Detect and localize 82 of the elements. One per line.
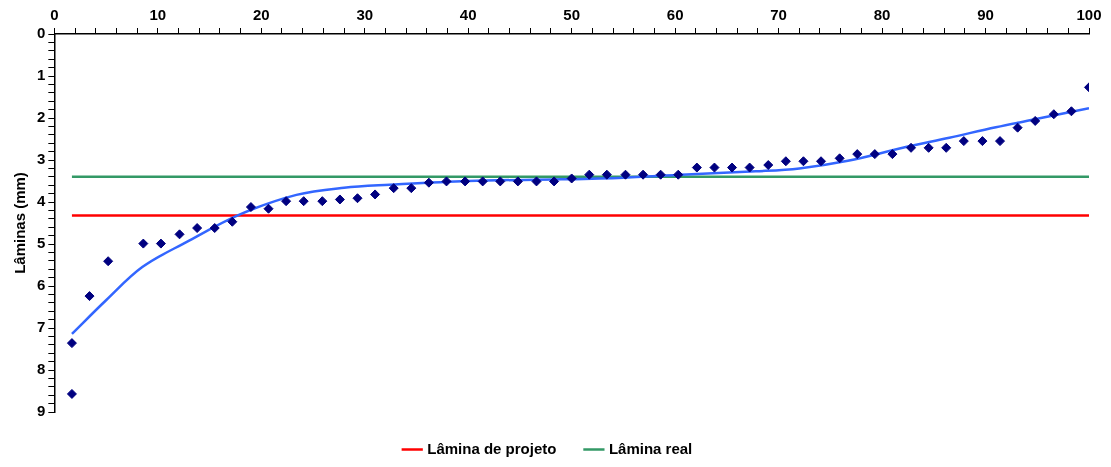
point [549, 176, 560, 187]
point [406, 183, 417, 194]
x-tick-label: 100 [1076, 6, 1102, 24]
point [370, 189, 381, 200]
point [245, 202, 256, 213]
point [66, 388, 77, 399]
point [727, 162, 738, 173]
point [423, 177, 434, 188]
point [798, 156, 809, 167]
point [923, 142, 934, 153]
y-tick-label: 7 [37, 318, 46, 336]
point [620, 169, 631, 180]
point [852, 149, 863, 160]
point [281, 196, 292, 207]
point [1012, 122, 1023, 133]
y-tick-label: 3 [37, 150, 46, 168]
point [1066, 106, 1077, 117]
point [584, 169, 595, 180]
x-tick-label: 20 [252, 6, 270, 24]
point [869, 149, 880, 160]
y-tick-label: 2 [37, 108, 46, 126]
point [477, 176, 488, 187]
point [1048, 109, 1059, 120]
point [192, 223, 203, 234]
point [673, 169, 684, 180]
x-tick-label: 70 [770, 6, 787, 24]
x-tick-label: 50 [563, 6, 581, 24]
point [834, 153, 845, 164]
y-tick-label: 0 [37, 24, 46, 42]
x-tick-label: 0 [50, 6, 59, 24]
point [941, 142, 952, 153]
legend-label: Lâmina de projeto [427, 439, 557, 457]
point [138, 238, 149, 249]
point [691, 162, 702, 173]
x-tick-label: 30 [356, 6, 374, 24]
point [155, 238, 166, 249]
point [174, 229, 185, 240]
point [460, 176, 471, 187]
point [906, 142, 917, 153]
point [744, 162, 755, 173]
point [352, 193, 363, 204]
point [566, 173, 577, 184]
point [601, 169, 612, 180]
y-tick-label: 1 [37, 66, 46, 84]
point [103, 256, 114, 267]
point [958, 136, 969, 147]
point [495, 176, 506, 187]
point [227, 216, 238, 227]
point [84, 291, 95, 302]
point [655, 169, 666, 180]
y-tick-label: 5 [37, 234, 46, 252]
point [709, 162, 720, 173]
y-tick-label: 8 [37, 360, 46, 378]
point [995, 136, 1006, 147]
point [780, 156, 791, 167]
point [512, 176, 523, 187]
y-axis-title: Lâminas (mm) [11, 172, 29, 274]
point [298, 196, 309, 207]
point [66, 338, 77, 349]
x-tick-label: 40 [459, 6, 477, 24]
point [638, 169, 649, 180]
x-tick-label: 90 [977, 6, 994, 24]
point [887, 149, 898, 160]
point [1030, 115, 1041, 126]
point [388, 183, 399, 194]
point [209, 223, 220, 234]
point [763, 160, 774, 171]
point [334, 194, 345, 205]
point [531, 176, 542, 187]
point [977, 136, 988, 147]
y-tick-label: 4 [37, 192, 46, 210]
x-tick-label: 80 [873, 6, 891, 24]
point [263, 203, 274, 214]
point [317, 196, 328, 207]
y-tick-label: 9 [37, 402, 46, 420]
y-tick-label: 6 [37, 276, 46, 294]
legend-label: Lâmina real [608, 439, 693, 457]
x-tick-label: 10 [149, 6, 167, 24]
point [441, 176, 452, 187]
line-series [70, 107, 1089, 336]
x-tick-label: 60 [666, 6, 684, 24]
point [816, 156, 827, 167]
